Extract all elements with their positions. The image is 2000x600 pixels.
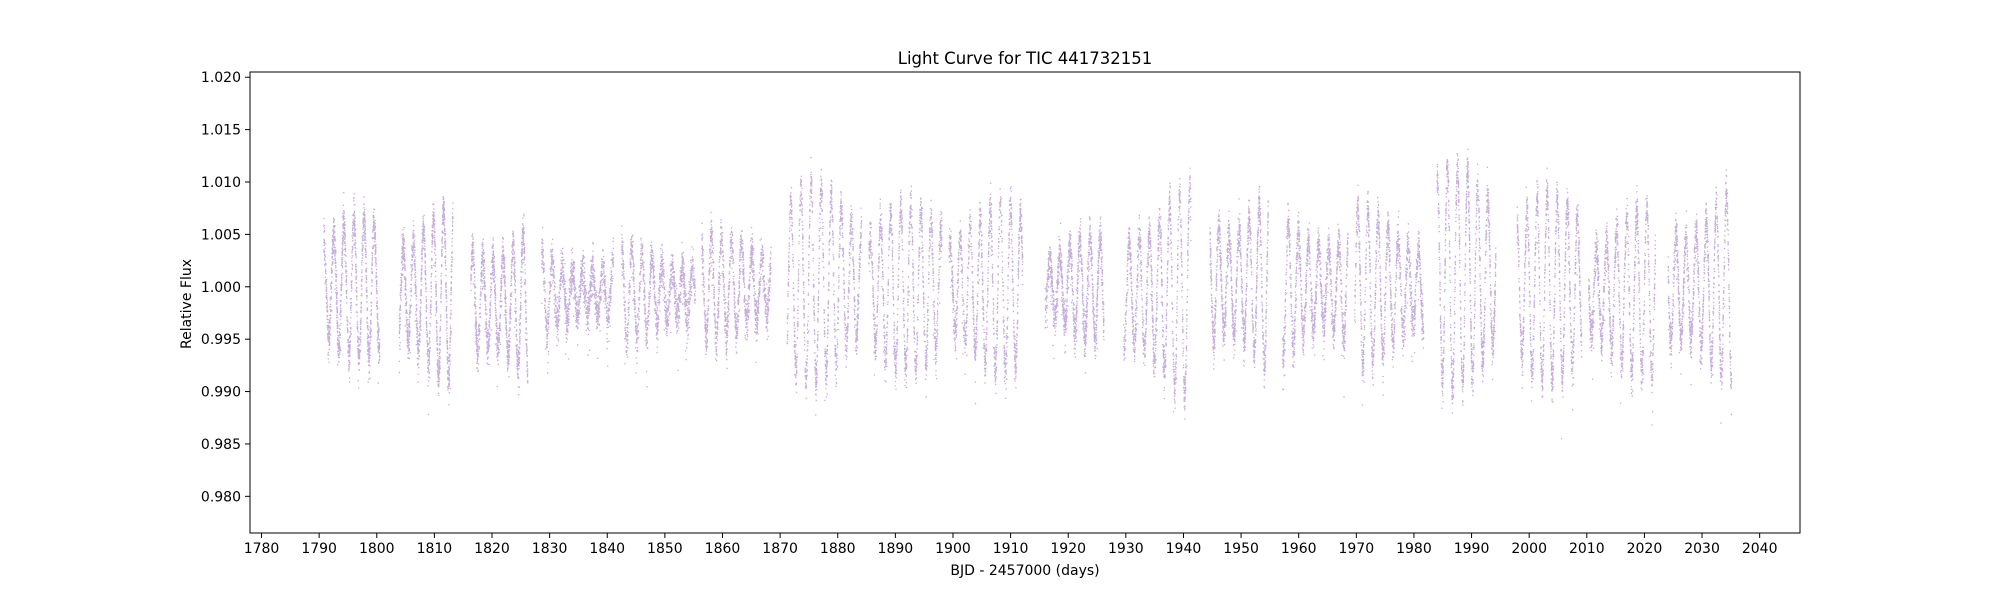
data-segment: [323, 192, 381, 389]
flux-points: [1667, 169, 1733, 424]
flux-points: [541, 226, 615, 374]
x-tick-label: 1880: [820, 541, 856, 557]
x-tick-label: 1810: [417, 541, 453, 557]
flux-points: [1436, 148, 1497, 414]
x-tick-label: 1780: [244, 541, 280, 557]
x-axis-label: BJD - 2457000 (days): [950, 563, 1099, 579]
flux-points: [1516, 167, 1583, 440]
flux-points: [786, 156, 863, 416]
x-tick-label: 1970: [1338, 541, 1374, 557]
axes: 1780 1790 1800 1810 1820 1830 1840 1850 1860 1870…: [201, 70, 1801, 557]
x-tick-label: 1860: [705, 541, 741, 557]
data-segment: [1123, 167, 1192, 420]
data-segment: [1667, 169, 1733, 424]
data-segment: [868, 185, 943, 398]
x-tick-label: 2000: [1511, 541, 1547, 557]
y-tick-label: 0.985: [201, 437, 241, 453]
flux-points: [398, 196, 454, 415]
flux-points: [1209, 186, 1269, 389]
x-tick-label: 1870: [762, 541, 798, 557]
data-segment: [1516, 167, 1583, 440]
data-segment: [541, 226, 615, 374]
x-tick-label: 1840: [589, 541, 625, 557]
data-segment: [1282, 202, 1349, 398]
y-tick-label: 1.020: [201, 70, 241, 86]
y-tick-label: 0.980: [201, 489, 241, 505]
y-tick-label: 0.990: [201, 385, 241, 401]
data-points: [323, 148, 1733, 440]
x-tick-label: 1920: [1050, 541, 1086, 557]
y-tick-label: 0.995: [201, 332, 241, 348]
data-segment: [398, 196, 454, 415]
flux-points: [1044, 216, 1105, 374]
x-tick-label: 1790: [301, 541, 337, 557]
y-tick-label: 1.005: [201, 227, 241, 243]
y-tick-label: 1.015: [201, 123, 241, 139]
flux-points: [323, 192, 381, 389]
x-tick-label: 1950: [1223, 541, 1259, 557]
y-axis-label: Relative Flux: [179, 259, 195, 349]
flux-points: [621, 225, 697, 388]
plot-frame: [249, 71, 1801, 534]
x-tick-label: 1940: [1166, 541, 1202, 557]
flux-points: [1123, 167, 1192, 420]
flux-points: [701, 211, 772, 369]
flux-points: [1588, 185, 1657, 426]
flux-points: [948, 182, 1024, 405]
y-tick-label: 1.000: [201, 280, 241, 296]
data-segment: [1044, 216, 1105, 374]
flux-points: [1354, 184, 1425, 406]
x-tick-label: 1820: [474, 541, 510, 557]
x-tick-label: 1850: [647, 541, 683, 557]
x-tick-label: 2020: [1627, 541, 1663, 557]
x-tick-label: 1800: [359, 541, 395, 557]
x-tick-label: 1900: [935, 541, 971, 557]
data-segment: [701, 211, 772, 369]
flux-points: [470, 213, 529, 396]
x-tick-label: 1890: [878, 541, 914, 557]
x-tick-label: 1980: [1396, 541, 1432, 557]
y-tick-label: 1.010: [201, 175, 241, 191]
data-segment: [1209, 186, 1269, 389]
x-tick-label: 1830: [532, 541, 568, 557]
flux-points: [1282, 202, 1349, 398]
flux-points: [868, 185, 943, 398]
data-segment: [786, 156, 863, 416]
data-segment: [1588, 185, 1657, 426]
data-segment: [948, 182, 1024, 405]
x-tick-label: 1960: [1281, 541, 1317, 557]
x-tick-label: 1930: [1108, 541, 1144, 557]
x-tick-label: 1990: [1454, 541, 1490, 557]
x-tick-label: 2010: [1569, 541, 1605, 557]
data-segment: [1436, 148, 1497, 414]
data-segment: [1354, 184, 1425, 406]
x-tick-label: 2030: [1684, 541, 1720, 557]
x-tick-label: 2040: [1742, 541, 1778, 557]
data-segment: [470, 213, 529, 396]
x-tick-label: 1910: [993, 541, 1029, 557]
data-segment: [621, 225, 697, 388]
chart-title: Light Curve for TIC 441732151: [898, 49, 1152, 68]
